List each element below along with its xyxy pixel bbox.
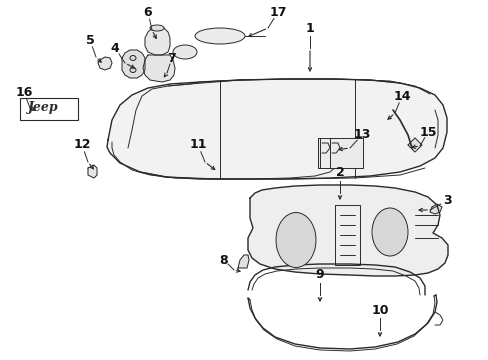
Text: 15: 15 — [418, 126, 436, 139]
Text: 16: 16 — [15, 85, 33, 99]
Ellipse shape — [150, 25, 163, 31]
Polygon shape — [238, 255, 248, 268]
Text: 10: 10 — [370, 303, 388, 316]
Ellipse shape — [130, 68, 136, 72]
Text: 3: 3 — [443, 194, 451, 207]
Polygon shape — [145, 28, 170, 55]
Text: 14: 14 — [392, 90, 410, 103]
Ellipse shape — [195, 28, 244, 44]
Text: 2: 2 — [335, 166, 344, 180]
Ellipse shape — [173, 45, 197, 59]
Polygon shape — [98, 57, 112, 70]
Polygon shape — [407, 138, 421, 152]
Polygon shape — [429, 204, 441, 214]
Bar — [20, 98, 78, 120]
Text: 13: 13 — [353, 129, 370, 141]
Text: Jeep: Jeep — [28, 102, 59, 114]
Text: 1: 1 — [305, 22, 314, 35]
Ellipse shape — [130, 55, 136, 60]
Polygon shape — [107, 79, 446, 179]
Polygon shape — [122, 50, 145, 78]
Text: 4: 4 — [110, 41, 119, 54]
Polygon shape — [88, 165, 97, 178]
Text: 12: 12 — [73, 139, 91, 152]
Ellipse shape — [275, 212, 315, 267]
Text: 17: 17 — [269, 5, 286, 18]
Text: 6: 6 — [143, 5, 152, 18]
Text: 7: 7 — [167, 51, 176, 64]
Text: 11: 11 — [189, 139, 206, 152]
Ellipse shape — [371, 208, 407, 256]
Text: 9: 9 — [315, 269, 324, 282]
Polygon shape — [142, 55, 175, 82]
Text: 5: 5 — [85, 33, 94, 46]
Text: 8: 8 — [219, 253, 228, 266]
Polygon shape — [247, 185, 447, 276]
Bar — [317, 138, 362, 168]
